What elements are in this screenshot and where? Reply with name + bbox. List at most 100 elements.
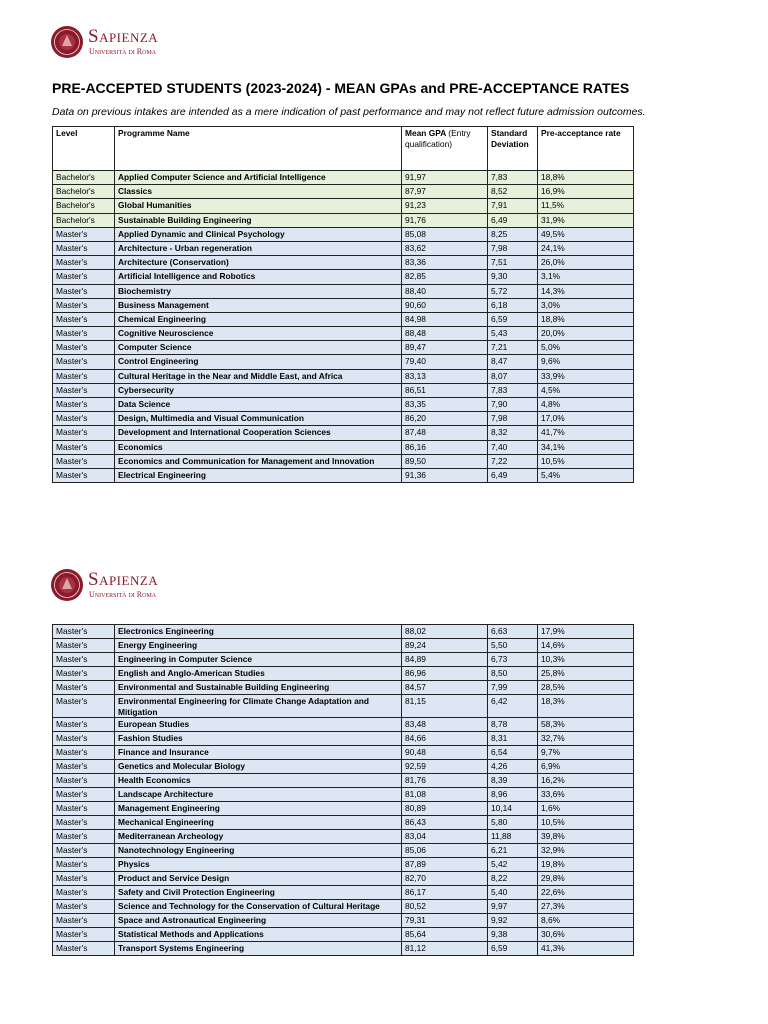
table-row: Master's Cultural Heritage in the Near an…	[52, 368, 634, 384]
table-cell: 8,39	[487, 773, 538, 788]
table-cell: 18,8%	[537, 169, 634, 186]
table-cell: Master's	[52, 255, 115, 271]
table-row: Master's Chemical Engineering 84,98 6,59 18,…	[52, 311, 634, 328]
table-cell: 8,32	[487, 425, 538, 441]
table-cell: Master's	[52, 411, 115, 427]
table-cell: 8,6%	[537, 913, 634, 928]
table-row: Master's Electronics Engineering 88,02 6,63…	[52, 624, 634, 639]
table-cell: Finance and Insurance	[114, 745, 402, 760]
table-cell: Master's	[52, 297, 115, 313]
table-cell: 8,96	[487, 787, 538, 802]
table-cell: 8,50	[487, 666, 538, 681]
table-cell: 25,8%	[537, 666, 634, 681]
table-cell: 80,52	[401, 899, 488, 914]
table-cell: 26,0%	[537, 255, 634, 271]
table-row: Master's Engineering in Computer Science 8…	[52, 652, 634, 667]
table: Level Programme Name Mean GPA (Entry qua…	[52, 126, 634, 484]
table-cell: 33,9%	[537, 368, 634, 384]
table-cell: 7,40	[487, 439, 538, 455]
table-row: Master's Safety and Civil Protection Engi…	[52, 885, 634, 900]
table-cell: 88,40	[401, 283, 488, 299]
table-cell: 81,08	[401, 787, 488, 802]
table-cell: Master's	[52, 467, 115, 484]
table-cell: 7,83	[487, 382, 538, 399]
table-cell: 92,59	[401, 759, 488, 774]
table-cell: Space and Astronautical Engineering	[114, 913, 402, 928]
table-cell: 9,30	[487, 269, 538, 285]
table-cell: Master's	[52, 283, 115, 299]
table-cell: Cybersecurity	[114, 382, 402, 399]
table-cell: 81,76	[401, 773, 488, 788]
table-cell: 86,51	[401, 382, 488, 399]
table-cell: 24,1%	[537, 240, 634, 257]
table-cell: Fashion Studies	[114, 731, 402, 746]
table-cell: Master's	[52, 871, 115, 886]
table-cell: Bachelor's	[52, 212, 115, 228]
table-cell: Statistical Methods and Applications	[114, 927, 402, 942]
table-cell: Master's	[52, 745, 115, 760]
table-row: Master's Science and Technology for the C…	[52, 899, 634, 914]
table-cell: Applied Computer Science and Artificial …	[114, 169, 402, 186]
table-cell: 32,9%	[537, 843, 634, 858]
table-cell: European Studies	[114, 717, 402, 732]
logo: Sapienza Università di Roma	[50, 25, 170, 61]
table-row: Master's Cybersecurity 86,51 7,83 4,5%	[52, 382, 634, 399]
table-cell: 82,85	[401, 269, 488, 285]
table-cell: Development and International Cooperatio…	[114, 425, 402, 441]
table-cell: 8,78	[487, 717, 538, 732]
table-row: Master's Environmental Engineering for Cl…	[52, 694, 634, 718]
table-cell: 6,73	[487, 652, 538, 667]
table-cell: Product and Service Design	[114, 871, 402, 886]
table-cell: Master's	[52, 439, 115, 455]
header-cell: Pre-acceptance rate	[537, 126, 634, 171]
table-cell: 83,04	[401, 829, 488, 844]
table-cell: Master's	[52, 269, 115, 285]
header-cell: Standard Deviation	[487, 126, 538, 171]
table-row: Master's Energy Engineering 89,24 5,50 14,6%	[52, 638, 634, 653]
table-cell: 7,90	[487, 396, 538, 413]
table-cell: Master's	[52, 425, 115, 441]
table-cell: 14,3%	[537, 283, 634, 299]
table-cell: Data Science	[114, 396, 402, 413]
table-row: Master's Economics and Communication for …	[52, 453, 634, 469]
table-cell: Cultural Heritage in the Near and Middle…	[114, 368, 402, 384]
table-cell: 9,92	[487, 913, 538, 928]
table-cell: 58,3%	[537, 717, 634, 732]
table-row: Master's Management Engineering 80,89 10,14…	[52, 801, 634, 816]
table-row: Master's Data Science 83,35 7,90 4,8%	[52, 396, 634, 413]
table-row: Master's Biochemistry 88,40 5,72 14,3%	[52, 283, 634, 299]
table-row: Master's Cognitive Neuroscience 88,48 5,43 2…	[52, 326, 634, 342]
table-cell: Bachelor's	[52, 198, 115, 214]
table-row: Master's Development and International Co…	[52, 425, 634, 441]
logo-name: Sapienza	[88, 26, 159, 47]
table-cell: 90,48	[401, 745, 488, 760]
table-cell: 41,3%	[537, 941, 634, 956]
table-row: Master's Computer Science 89,47 7,21 5,0%	[52, 340, 634, 356]
table-cell: Sustainable Building Engineering	[114, 212, 402, 228]
table-cell: 7,21	[487, 340, 538, 356]
table-cell: 10,14	[487, 801, 538, 816]
table-cell: Master's	[52, 652, 115, 667]
table-cell: 9,97	[487, 899, 538, 914]
table-cell: Master's	[52, 694, 115, 718]
table-cell: 11,5%	[537, 198, 634, 214]
table-row: Master's Design, Multimedia and Visual Co…	[52, 411, 634, 427]
table-cell: Master's	[52, 829, 115, 844]
table-cell: Electrical Engineering	[114, 467, 402, 484]
table-cell: 91,36	[401, 467, 488, 484]
table-row: Master's Mechanical Engineering 86,43 5,80 1…	[52, 815, 634, 830]
table-cell: Master's	[52, 815, 115, 830]
table-cell: 39,8%	[537, 829, 634, 844]
header-cell: Mean GPA (Entry qualification)	[401, 126, 488, 171]
table-cell: Control Engineering	[114, 354, 402, 370]
table-row: Bachelor's Global Humanities 91,23 7,91 11,5…	[52, 198, 634, 214]
table-cell: Economics and Communication for Manageme…	[114, 453, 402, 469]
table-cell: 79,40	[401, 354, 488, 370]
table-row: Master's Statistical Methods and Applicat…	[52, 927, 634, 942]
table-cell: Bachelor's	[52, 169, 115, 186]
table-cell: Master's	[52, 680, 115, 695]
table-cell: 82,70	[401, 871, 488, 886]
table-cell: 6,59	[487, 311, 538, 328]
table-cell: Genetics and Molecular Biology	[114, 759, 402, 774]
